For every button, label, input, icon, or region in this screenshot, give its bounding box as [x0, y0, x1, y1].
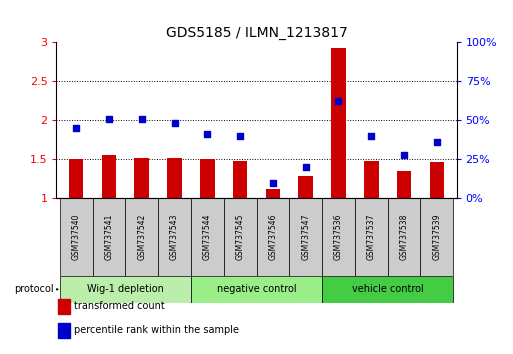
FancyBboxPatch shape — [322, 276, 453, 303]
Point — [269, 180, 277, 185]
FancyBboxPatch shape — [92, 198, 125, 276]
Title: GDS5185 / ILMN_1213817: GDS5185 / ILMN_1213817 — [166, 26, 347, 40]
Bar — [233, 161, 247, 198]
Point — [302, 164, 310, 170]
Bar — [58, 324, 70, 338]
FancyBboxPatch shape — [421, 198, 453, 276]
Point — [137, 116, 146, 122]
FancyBboxPatch shape — [256, 198, 289, 276]
Text: GSM737540: GSM737540 — [72, 214, 81, 261]
Point — [334, 98, 343, 104]
Bar — [69, 159, 84, 198]
Text: protocol: protocol — [14, 284, 54, 295]
Bar — [167, 158, 182, 198]
FancyBboxPatch shape — [60, 276, 191, 303]
Text: negative control: negative control — [216, 284, 297, 295]
Bar — [200, 159, 214, 198]
FancyBboxPatch shape — [158, 198, 191, 276]
Bar — [102, 155, 116, 198]
Bar — [397, 171, 411, 198]
FancyBboxPatch shape — [355, 198, 388, 276]
Text: vehicle control: vehicle control — [352, 284, 424, 295]
Point — [433, 139, 441, 145]
FancyBboxPatch shape — [191, 276, 322, 303]
Bar — [299, 176, 313, 198]
Bar — [134, 158, 149, 198]
Text: GSM737547: GSM737547 — [301, 214, 310, 261]
Text: GSM737545: GSM737545 — [235, 214, 245, 261]
Bar — [58, 299, 70, 314]
Bar — [331, 48, 346, 198]
FancyBboxPatch shape — [125, 198, 158, 276]
Point — [203, 131, 211, 136]
Text: GSM737537: GSM737537 — [367, 214, 376, 261]
Text: GSM737546: GSM737546 — [268, 214, 278, 261]
FancyBboxPatch shape — [191, 198, 224, 276]
Text: GSM737538: GSM737538 — [400, 214, 408, 261]
FancyBboxPatch shape — [388, 198, 421, 276]
Text: percentile rank within the sample: percentile rank within the sample — [74, 325, 240, 335]
Bar — [266, 189, 280, 198]
Point — [105, 116, 113, 122]
Text: GSM737542: GSM737542 — [137, 214, 146, 261]
Point — [400, 152, 408, 158]
FancyBboxPatch shape — [322, 198, 355, 276]
Text: GSM737539: GSM737539 — [432, 214, 441, 261]
Point — [236, 133, 244, 139]
FancyBboxPatch shape — [289, 198, 322, 276]
Point — [72, 125, 80, 131]
Text: GSM737541: GSM737541 — [105, 214, 113, 261]
Bar — [364, 161, 379, 198]
Point — [367, 133, 376, 139]
Text: transformed count: transformed count — [74, 302, 165, 312]
Point — [170, 121, 179, 126]
FancyBboxPatch shape — [224, 198, 256, 276]
Bar — [429, 162, 444, 198]
Text: Wig-1 depletion: Wig-1 depletion — [87, 284, 164, 295]
FancyBboxPatch shape — [60, 198, 92, 276]
Text: GSM737536: GSM737536 — [334, 214, 343, 261]
Text: GSM737543: GSM737543 — [170, 214, 179, 261]
Text: GSM737544: GSM737544 — [203, 214, 212, 261]
